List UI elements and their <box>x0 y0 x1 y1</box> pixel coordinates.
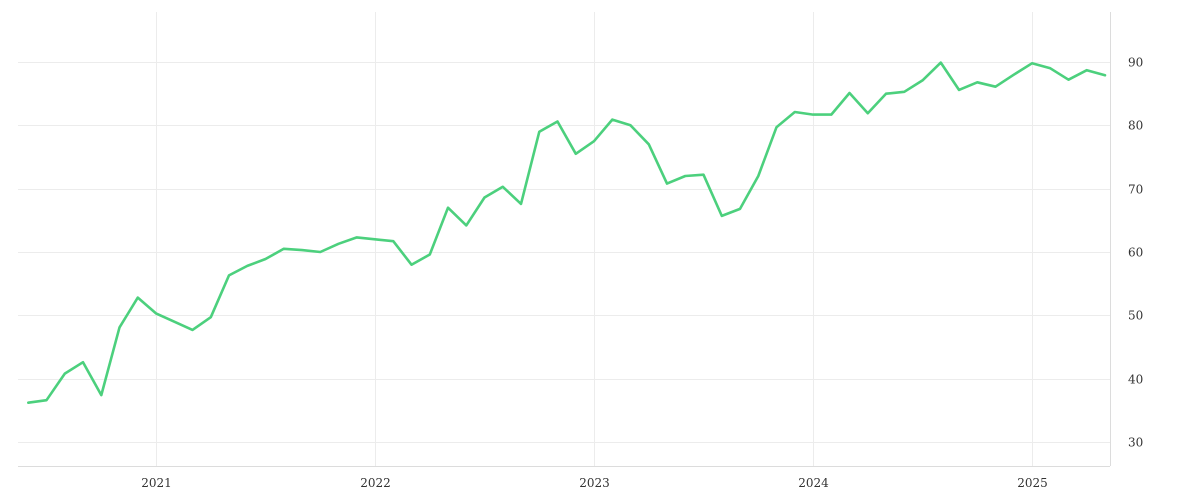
x-tick-label: 2021 <box>141 476 172 490</box>
vertical-gridlines <box>156 12 1033 466</box>
x-tick-label: 2023 <box>579 476 610 490</box>
y-tick-label: 80 <box>1128 119 1143 133</box>
y-tick-label: 40 <box>1128 373 1143 387</box>
y-tick-label: 50 <box>1128 309 1143 323</box>
series-group <box>27 61 1107 404</box>
series-line <box>27 61 1107 404</box>
x-tick-label: 2024 <box>798 476 829 490</box>
y-tick-labels: 30 40 50 60 70 80 90 <box>1128 56 1143 450</box>
x-tick-label: 2022 <box>360 476 391 490</box>
horizontal-gridlines <box>18 62 1110 443</box>
y-tick-label: 60 <box>1128 246 1143 260</box>
y-tick-label: 30 <box>1128 436 1143 450</box>
x-tick-label: 2025 <box>1017 476 1048 490</box>
y-tick-label: 90 <box>1128 56 1143 70</box>
x-tick-labels: 2021 2022 2023 2024 2025 <box>141 476 1048 490</box>
axes <box>18 12 1111 467</box>
y-tick-label: 70 <box>1128 183 1143 197</box>
